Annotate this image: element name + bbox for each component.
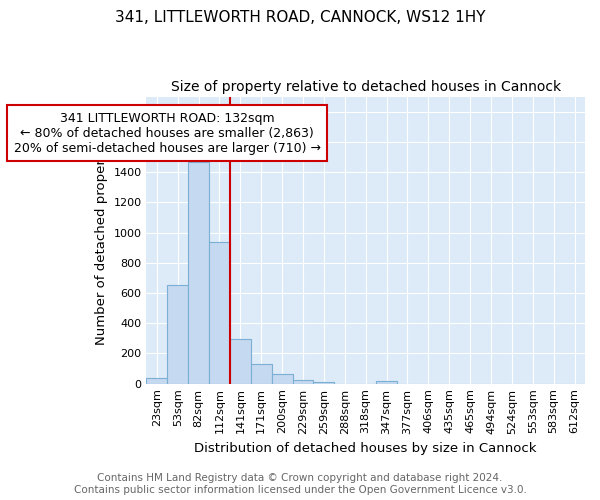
X-axis label: Distribution of detached houses by size in Cannock: Distribution of detached houses by size … [194,442,537,455]
Title: Size of property relative to detached houses in Cannock: Size of property relative to detached ho… [170,80,561,94]
Bar [251,364,272,384]
Bar [272,374,293,384]
Bar [146,378,167,384]
Text: 341, LITTLEWORTH ROAD, CANNOCK, WS12 1HY: 341, LITTLEWORTH ROAD, CANNOCK, WS12 1HY [115,10,485,25]
Y-axis label: Number of detached properties: Number of detached properties [95,135,108,345]
Text: Contains HM Land Registry data © Crown copyright and database right 2024.
Contai: Contains HM Land Registry data © Crown c… [74,474,526,495]
Bar [209,242,230,384]
Bar [376,382,397,384]
Bar [167,286,188,384]
Bar [188,162,209,384]
Bar [230,339,251,384]
Bar [293,380,313,384]
Bar [313,382,334,384]
Text: 341 LITTLEWORTH ROAD: 132sqm
← 80% of detached houses are smaller (2,863)
20% of: 341 LITTLEWORTH ROAD: 132sqm ← 80% of de… [14,112,321,154]
